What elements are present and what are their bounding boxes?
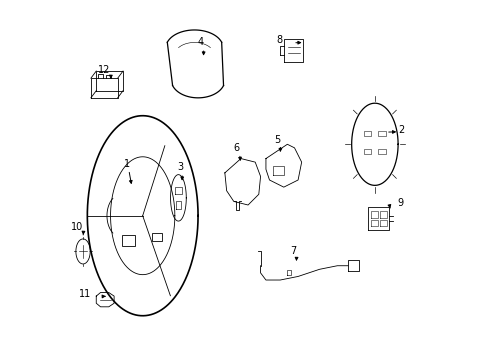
Text: 12: 12: [98, 65, 110, 75]
Bar: [378, 131, 385, 136]
Text: 2: 2: [398, 125, 404, 135]
Bar: [122, 235, 135, 246]
Bar: [364, 131, 370, 136]
Text: 9: 9: [397, 198, 403, 207]
Text: 10: 10: [70, 222, 82, 232]
Text: 7: 7: [290, 246, 296, 256]
Text: 6: 6: [233, 143, 239, 153]
Text: 11: 11: [79, 289, 91, 298]
Text: 5: 5: [274, 135, 280, 145]
Text: 8: 8: [276, 35, 282, 45]
Bar: [151, 233, 162, 242]
Text: 4: 4: [198, 37, 203, 48]
Text: 1: 1: [123, 159, 129, 169]
Bar: [364, 149, 370, 154]
Bar: [378, 149, 385, 154]
Text: 3: 3: [177, 162, 183, 172]
